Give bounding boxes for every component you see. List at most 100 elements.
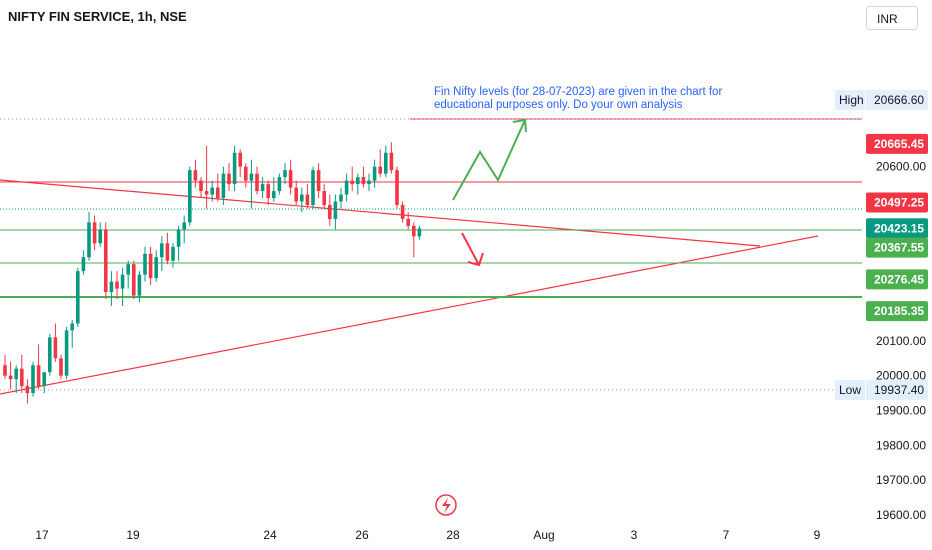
x-tick-label: 3 <box>631 528 638 542</box>
svg-text:20665.45: 20665.45 <box>874 137 924 151</box>
candle <box>288 159 293 195</box>
candle <box>339 187 343 209</box>
candle <box>132 260 136 300</box>
candle <box>199 177 203 199</box>
candle <box>109 271 114 306</box>
y-tick-label: 19700.00 <box>876 473 926 487</box>
x-tick-label: 19 <box>126 528 140 542</box>
candle <box>176 225 181 261</box>
candle <box>417 225 422 240</box>
x-tick-label: Aug <box>533 528 554 542</box>
candle <box>59 354 63 380</box>
candle <box>87 211 91 261</box>
chart-title: NIFTY FIN SERVICE, 1h, NSE <box>8 9 187 24</box>
candle <box>25 379 30 404</box>
candle <box>249 159 254 209</box>
candle <box>244 163 248 188</box>
candle <box>14 365 18 394</box>
candle <box>372 159 377 188</box>
candle <box>361 166 366 188</box>
candle <box>238 149 242 178</box>
svg-text:20276.45: 20276.45 <box>874 272 924 286</box>
candle <box>400 201 405 223</box>
candle <box>126 260 130 289</box>
candle <box>204 145 209 209</box>
candle <box>3 354 7 380</box>
svg-text:Low: Low <box>839 383 861 397</box>
level-price-badge: 20665.45 <box>866 133 928 154</box>
candle <box>81 250 86 275</box>
svg-text:20497.25: 20497.25 <box>874 195 924 209</box>
candle <box>210 180 214 202</box>
y-tick-label: 19900.00 <box>876 404 926 418</box>
candle <box>389 142 394 174</box>
candle <box>232 145 237 192</box>
candle <box>322 184 326 209</box>
candle <box>221 166 226 205</box>
high-marker: High 20666.60 <box>835 90 928 110</box>
x-tick-label: 26 <box>355 528 369 542</box>
x-tick-label: 28 <box>446 528 460 542</box>
level-price-badge: 20185.35 <box>866 301 928 322</box>
svg-text:20666.60: 20666.60 <box>874 93 924 107</box>
candle <box>294 180 298 205</box>
candle <box>333 194 338 230</box>
bullish-arrow-head <box>512 118 527 133</box>
y-tick-label: 20100.00 <box>876 334 926 348</box>
candle <box>266 180 270 205</box>
candle <box>395 166 399 209</box>
candle <box>305 184 310 209</box>
candle <box>98 222 102 247</box>
candle <box>20 354 24 394</box>
bearish-arrow-head <box>467 252 484 267</box>
y-tick-label: 19800.00 <box>876 438 926 452</box>
candle <box>260 177 265 199</box>
red-descending-trendline <box>0 179 761 247</box>
level-price-badge: 20276.45 <box>866 269 928 290</box>
candle <box>64 326 69 380</box>
candle <box>154 250 158 282</box>
svg-text:20423.15: 20423.15 <box>874 221 924 235</box>
y-tick-label: 20000.00 <box>876 369 926 383</box>
candle <box>328 194 332 226</box>
candle <box>378 149 382 178</box>
level-price-badge: 20423.15 <box>866 218 928 239</box>
level-price-badge: 20367.55 <box>866 237 928 258</box>
candle <box>36 344 41 390</box>
candle <box>227 163 231 192</box>
candle <box>255 166 259 195</box>
candle <box>356 173 360 195</box>
candle <box>76 267 80 327</box>
lightning-icon[interactable] <box>435 494 457 516</box>
candle <box>120 267 125 306</box>
svg-text:20367.55: 20367.55 <box>874 241 924 255</box>
svg-text:High: High <box>839 93 864 107</box>
candle <box>160 236 164 272</box>
candle <box>53 323 58 362</box>
candle <box>216 173 220 202</box>
x-tick-label: 7 <box>723 528 730 542</box>
candle <box>171 243 175 268</box>
candle <box>182 215 186 244</box>
svg-text:19937.40: 19937.40 <box>874 383 924 397</box>
candle <box>165 232 170 265</box>
candle <box>277 173 282 195</box>
bullish-path-arrow <box>452 119 526 201</box>
candle <box>70 319 74 348</box>
candle <box>300 187 304 212</box>
red-ascending-trendline <box>0 235 819 395</box>
candle <box>384 145 388 178</box>
candle <box>188 166 192 226</box>
candle <box>406 211 410 230</box>
currency-selector[interactable]: INR <box>866 6 918 30</box>
candle <box>31 361 35 397</box>
candle <box>104 222 108 300</box>
candle <box>92 215 97 251</box>
y-tick-label: 19600.00 <box>876 508 926 522</box>
candle <box>412 222 416 258</box>
low-marker: Low 19937.40 <box>835 380 928 400</box>
x-tick-label: 24 <box>263 528 277 542</box>
candle <box>272 177 276 202</box>
x-tick-label: 9 <box>814 528 821 542</box>
